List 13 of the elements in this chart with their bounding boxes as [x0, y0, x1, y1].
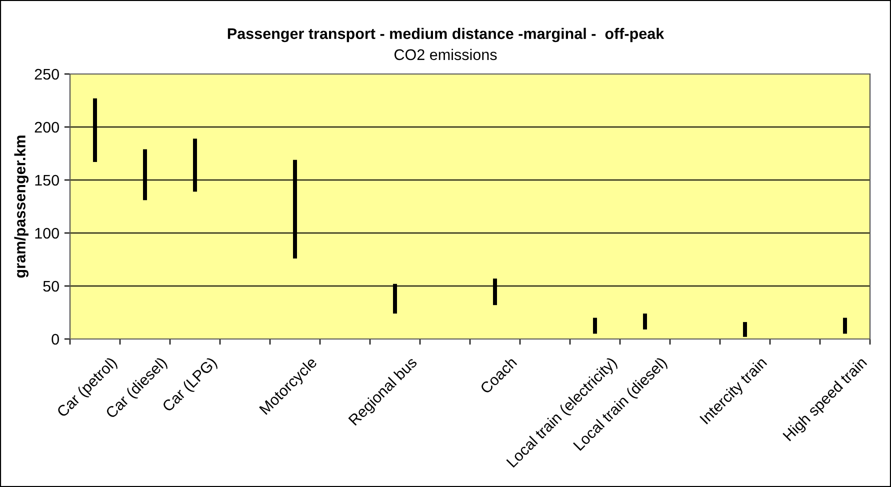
- y-axis-title: gram/passenger.km: [14, 136, 29, 278]
- y-tick-label: 200: [34, 122, 59, 133]
- y-tick-label: 150: [35, 174, 59, 186]
- bar: [843, 318, 847, 334]
- chart-title: Passenger transport - medium distance -marginal - off-peak: [228, 28, 664, 42]
- bar: [643, 314, 647, 330]
- bar: [593, 318, 597, 334]
- y-tick-label: 100: [35, 228, 59, 239]
- bar: [743, 322, 747, 337]
- y-tick-label: 0: [52, 334, 59, 345]
- y-tick-label: 50: [43, 280, 59, 292]
- y-tick-label: 250: [34, 68, 59, 80]
- chart-subtitle: CO2 emissions: [394, 48, 497, 60]
